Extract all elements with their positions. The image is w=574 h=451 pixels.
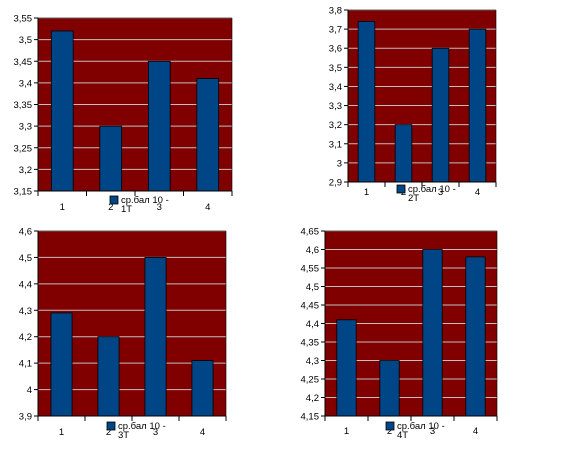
y-tick-label: 4,65 [301, 227, 320, 238]
x-tick-label: 1 [344, 426, 349, 437]
x-tick-label: 1 [364, 187, 369, 198]
y-tick-label: 4,35 [301, 338, 320, 349]
y-tick-label: 3,2 [19, 165, 32, 176]
y-tick-label: 4,3 [19, 306, 32, 317]
legend-label: ср.бал 10 - [118, 421, 166, 432]
x-tick-label: 2 [106, 427, 111, 438]
legend-label: ср.бал 10 - [408, 184, 456, 195]
y-tick-label: 4,55 [301, 264, 320, 275]
y-tick-label: 3,8 [329, 6, 342, 17]
y-tick-label: 3,7 [329, 25, 342, 36]
y-tick-label: 3,35 [14, 100, 33, 111]
y-tick-label: 3,4 [19, 78, 32, 89]
y-tick-label: 4,2 [19, 332, 32, 343]
x-tick-label: 3 [157, 202, 162, 213]
bar-1 [336, 319, 357, 417]
x-tick-label: 4 [200, 427, 205, 438]
x-tick-label: 3 [430, 426, 435, 437]
y-tick-label: 3,3 [329, 101, 342, 112]
y-tick-label: 4,2 [306, 393, 319, 404]
x-tick-label: 2 [387, 426, 392, 437]
y-tick-label: 3,6 [329, 44, 342, 55]
y-tick-label: 3 [337, 158, 342, 169]
x-tick-label: 2 [108, 202, 113, 213]
y-tick-label: 4,5 [19, 253, 32, 264]
bar-4 [465, 256, 486, 417]
y-tick-label: 2,9 [329, 178, 342, 189]
x-tick-label: 3 [153, 427, 158, 438]
y-tick-label: 3,15 [14, 187, 33, 198]
x-tick-label: 4 [205, 202, 210, 213]
y-tick-label: 4,1 [19, 359, 32, 370]
y-tick-label: 4,45 [301, 301, 320, 312]
legend-label: 1Т [121, 204, 132, 215]
y-tick-label: 3,9 [19, 412, 32, 423]
y-tick-label: 3,45 [14, 57, 33, 68]
y-tick-label: 3,4 [329, 82, 342, 93]
legend-swatch [385, 421, 395, 431]
y-tick-label: 4,4 [306, 319, 319, 330]
y-tick-label: 4,3 [306, 356, 319, 367]
legend-label: 3Т [118, 430, 129, 441]
legend-swatch [106, 421, 116, 431]
y-tick-label: 4 [27, 385, 32, 396]
bar-2 [379, 360, 400, 417]
y-tick-label: 3,5 [19, 35, 32, 46]
y-tick-label: 4,6 [19, 227, 32, 238]
bar-3 [422, 249, 443, 417]
y-tick-label: 4,5 [306, 282, 319, 293]
legend-label: ср.бал 10 - [397, 421, 445, 432]
y-tick-label: 4,25 [301, 375, 320, 386]
y-tick-label: 3,55 [14, 14, 33, 25]
x-tick-label: 3 [438, 187, 443, 198]
y-tick-label: 4,4 [19, 279, 32, 290]
legend-label: 4Т [397, 430, 408, 441]
y-tick-label: 3,2 [329, 120, 342, 131]
legend-label: ср.бал 10 - [121, 195, 169, 206]
x-tick-label: 4 [475, 187, 480, 198]
legend-label: 2Т [408, 193, 419, 204]
x-tick-label: 1 [59, 427, 64, 438]
y-tick-label: 3,1 [329, 139, 342, 150]
y-tick-label: 4,6 [306, 245, 319, 256]
x-tick-label: 1 [60, 202, 65, 213]
y-tick-label: 4,15 [301, 412, 320, 423]
y-tick-label: 3,5 [329, 63, 342, 74]
legend-swatch [109, 195, 119, 205]
legend-swatch [396, 184, 406, 194]
y-tick-label: 3,3 [19, 122, 32, 133]
y-tick-label: 3,25 [14, 143, 33, 154]
x-tick-label: 4 [473, 426, 478, 437]
